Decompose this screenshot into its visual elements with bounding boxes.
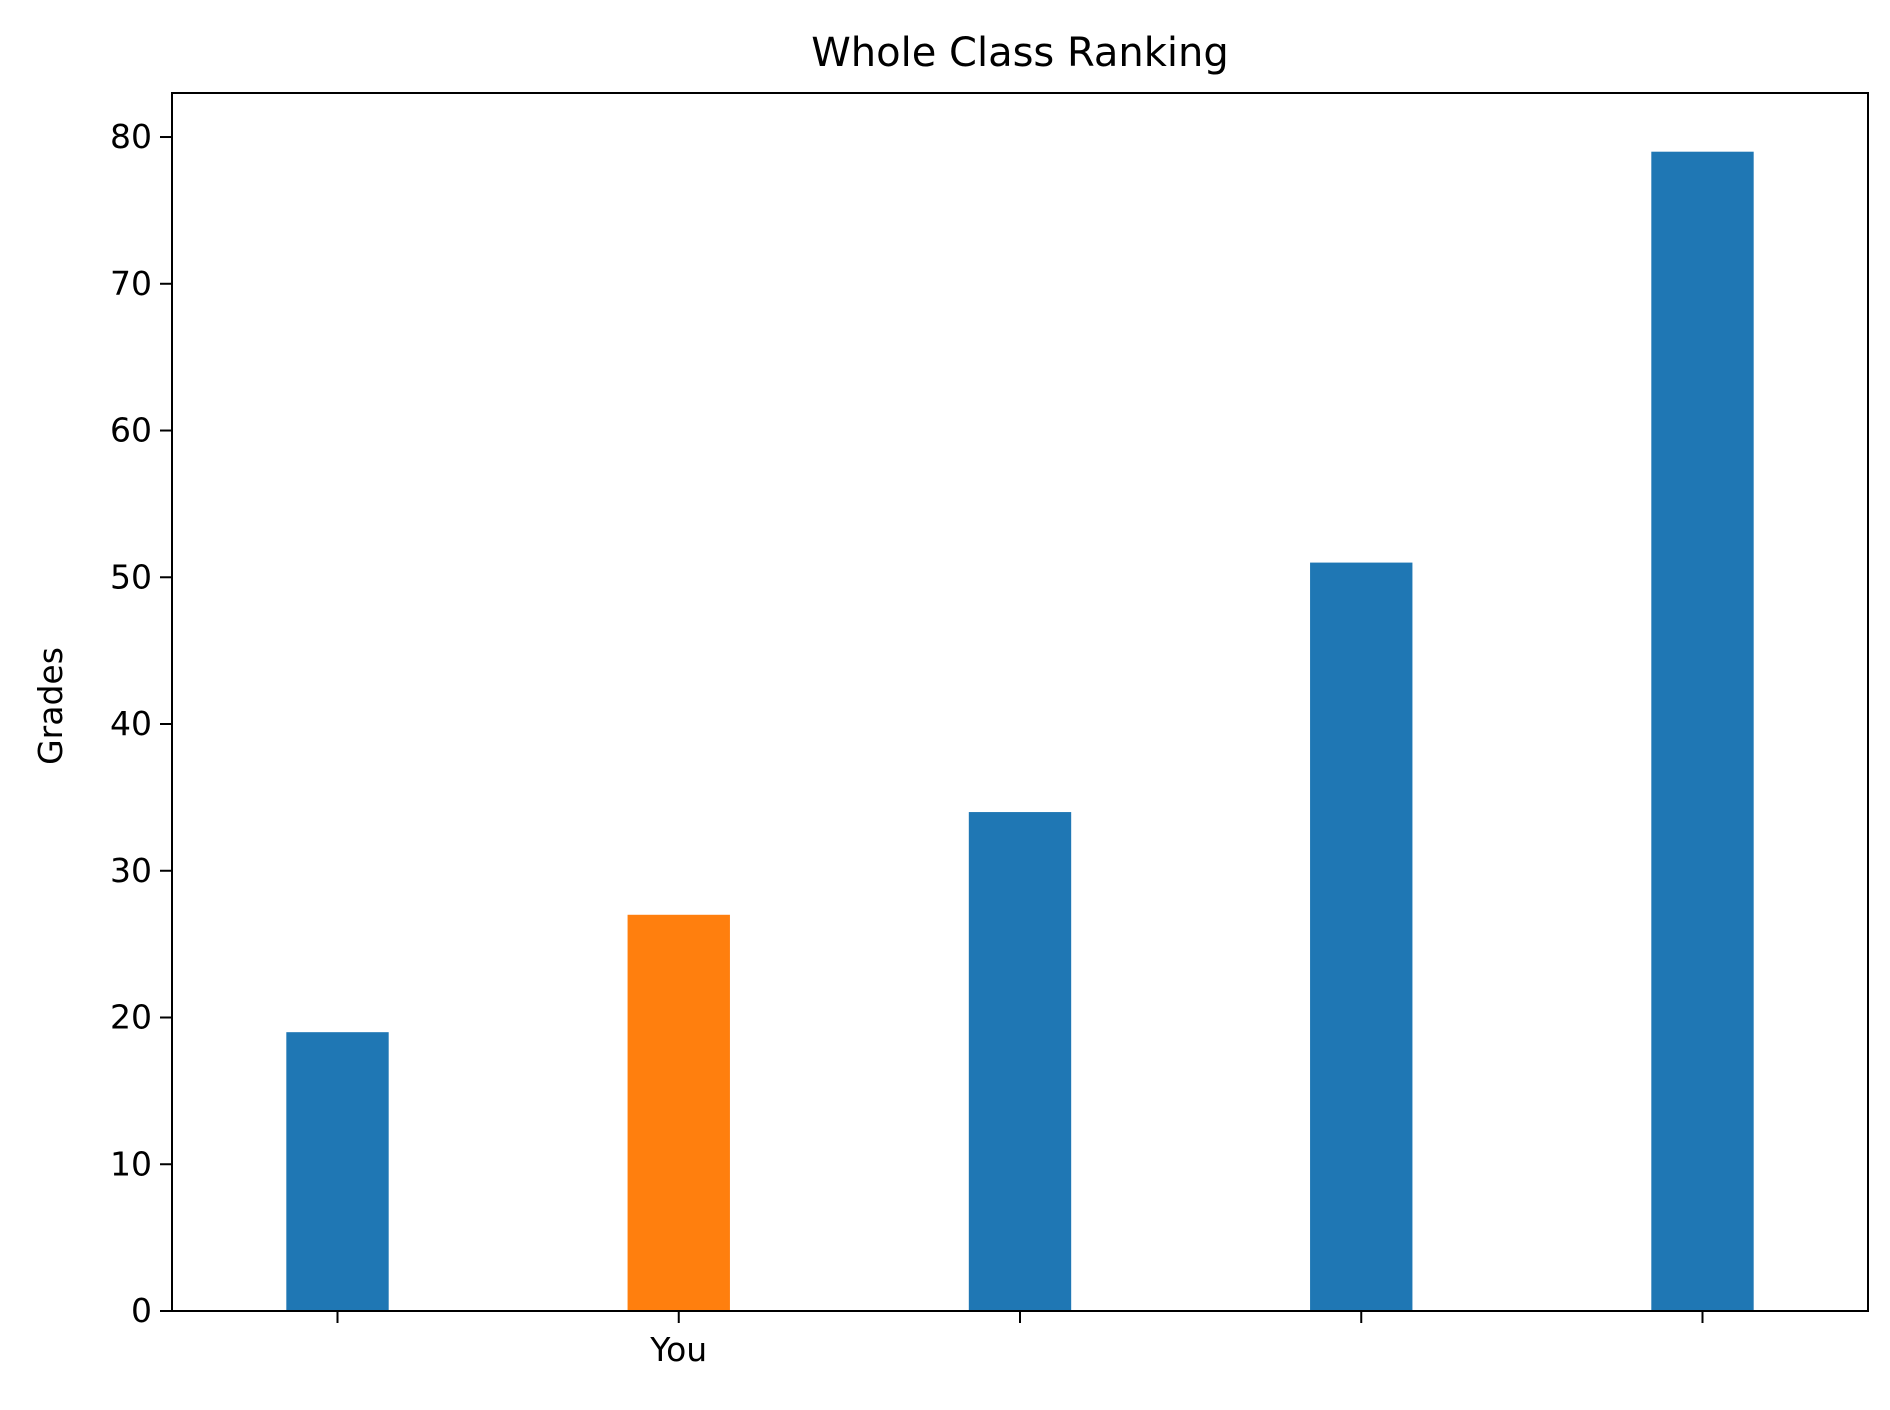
y-axis-ticks: 0 10 20 30 40 50 60 70 80 xyxy=(110,117,172,1330)
bar xyxy=(968,812,1072,1311)
plot-frame xyxy=(171,92,1869,1312)
x-axis-ticks: You xyxy=(336,1311,1704,1369)
y-tick-label: 10 xyxy=(110,1144,152,1183)
chart-title: Whole Class Ranking xyxy=(811,30,1229,76)
y-axis-title: Grades xyxy=(31,647,70,765)
y-tick-label: 20 xyxy=(110,998,152,1037)
y-tick-label: 30 xyxy=(110,851,152,890)
y-tick-label: 80 xyxy=(110,117,152,156)
bar xyxy=(1651,151,1754,1312)
bar-highlight xyxy=(627,914,730,1311)
y-tick-label: 70 xyxy=(110,264,152,303)
x-tick-label: You xyxy=(649,1330,707,1369)
y-tick-label: 0 xyxy=(131,1291,152,1330)
y-tick-label: 50 xyxy=(110,557,152,596)
y-tick-label: 40 xyxy=(110,704,152,743)
y-tick-label: 60 xyxy=(110,411,152,450)
bar xyxy=(1310,562,1413,1311)
bars-group xyxy=(286,151,1754,1312)
bar xyxy=(286,1032,389,1311)
